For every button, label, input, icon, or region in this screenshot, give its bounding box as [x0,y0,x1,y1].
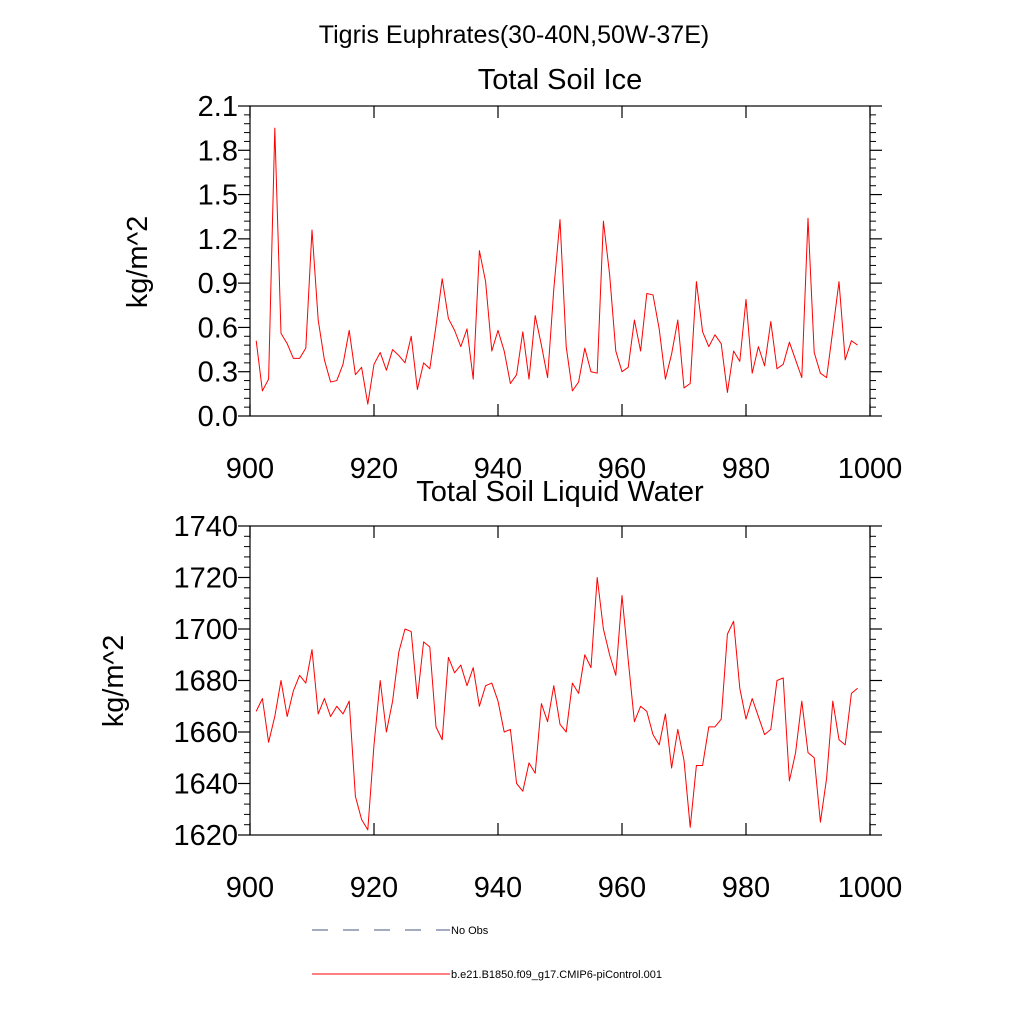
y-tick-label: 1740 [173,511,238,543]
y-tick-label: 1.5 [198,180,238,212]
y-tick-label: 1.2 [198,224,238,256]
y-tick-label: 1640 [173,769,238,801]
panel-soil-ice-frame [249,105,871,417]
panel-soil-water-frame [249,525,871,836]
panel-soil-water-series [255,577,858,831]
panel-soil-ice: Total Soil Ice kg/m^2 900 920 940 960 980 100… [122,64,902,485]
x-tick-label: 960 [598,453,646,485]
panel-soil-water-title: Total Soil Liquid Water [416,476,704,508]
panel-soil-ice-title: Total Soil Ice [478,64,642,96]
y-tick-label: 1660 [173,717,238,749]
series-line [255,127,858,405]
panel-soil-ice-ylabel: kg/m^2 [122,216,154,309]
x-tick-label: 960 [598,872,646,904]
x-tick-label: 1000 [838,453,903,485]
x-tick-label: 920 [350,872,398,904]
y-tick-label: 0.0 [198,401,238,433]
x-tick-label: 980 [722,872,770,904]
x-tick-label: 900 [226,872,274,904]
figure-title: Tigris Euphrates(30-40N,50W-37E) [319,21,709,49]
y-tick-label: 1680 [173,666,238,698]
panel-soil-liquid-water: Total Soil Liquid Water kg/m^2 900 920 940… [98,476,902,904]
y-tick-label: 1620 [173,820,238,852]
y-tick-label: 0.9 [198,268,238,300]
x-tick-label: 980 [722,453,770,485]
y-tick-label: 0.6 [198,312,238,344]
legend-obs-label: No Obs [451,925,489,937]
panel-soil-ice-series [255,127,858,405]
x-tick-label: 920 [350,453,398,485]
panel-soil-water-ylabel: kg/m^2 [98,635,130,728]
y-tick-label: 1720 [173,563,238,595]
y-tick-label: 1.8 [198,135,238,167]
x-tick-label: 900 [226,453,274,485]
panel-soil-water-ticks: 900 920 940 960 980 1000 1620 1640 1660 1680 1700 1… [173,511,902,904]
x-tick-label: 1000 [838,872,903,904]
x-tick-label: 940 [474,872,522,904]
y-tick-label: 0.3 [198,357,238,389]
series-line [255,577,858,831]
x-tick-label: 940 [474,453,522,485]
y-tick-label: 1700 [173,614,238,646]
panel-soil-ice-ticks: 900 920 940 960 980 1000 0.0 0.3 0.6 0.9 1.2 1.5 1.8… [198,91,903,485]
legend-model-label: b.e21.B1850.f09_g17.CMIP6-piControl.001 [451,969,662,981]
legend: No Obs b.e21.B1850.f09_g17.CMIP6-piContr… [312,925,662,981]
y-tick-label: 2.1 [198,91,238,123]
